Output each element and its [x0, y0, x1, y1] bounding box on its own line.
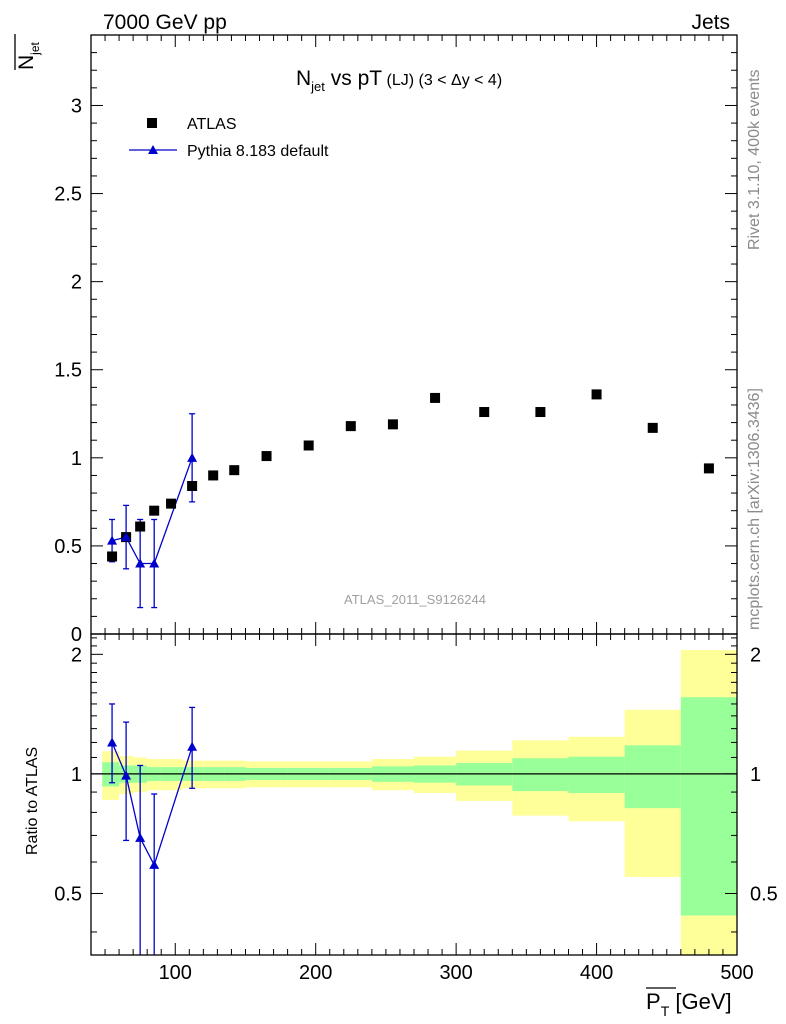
xtick-label-0: 100: [159, 962, 192, 984]
main-ytick-label-4: 2: [71, 272, 82, 294]
atlas-point-2: [135, 521, 146, 532]
ratio-ytick-label-right-0: 0.5: [750, 883, 778, 905]
ratio-ylabel: Ratio to ATLAS: [24, 747, 41, 855]
rivet-label: Rivet 3.1.10, 400k events: [746, 69, 763, 250]
legend-pythia-label: Pythia 8.183 default: [187, 143, 329, 160]
xtick-label-2: 300: [439, 962, 472, 984]
ratio-pythia-point-0: [107, 737, 118, 747]
main-ytick-label-2: 1: [71, 448, 82, 470]
pythia-point-2: [135, 558, 146, 568]
axes: 0 0.5 1 1.5 2 2.5 3 100 200 300 400 500 0.5 0.5 1 1 2 2: [54, 34, 778, 984]
x-axis-label: PT [GeV]: [646, 987, 732, 1019]
legend: ATLAS Pythia 8.183 default: [129, 116, 329, 160]
atlas-point-16: [647, 422, 658, 433]
atlas-point-6: [208, 470, 219, 481]
main-ytick-label-6: 3: [71, 95, 82, 117]
plot-title: Njet vs pT (LJ) (3 < Δy < 4): [296, 67, 502, 94]
atlas-point-8: [261, 451, 272, 462]
mcplots-label: mcplots.cern.ch [arXiv:1306.3436]: [746, 388, 763, 630]
atlas-point-14: [535, 407, 546, 418]
legend-atlas-marker: [147, 118, 157, 128]
xtick-label-3: 400: [580, 962, 613, 984]
legend-atlas-label: ATLAS: [187, 116, 237, 133]
ratio-pythia-point-4: [187, 741, 198, 751]
atlas-point-7: [229, 465, 240, 476]
atlas-point-11: [387, 419, 398, 430]
atlas-point-0: [107, 551, 118, 562]
ratio-ytick-label-left-1: 1: [71, 764, 82, 786]
header-right: Jets: [691, 11, 730, 34]
atlas-point-17: [703, 463, 714, 474]
band-inner-16: [624, 745, 681, 809]
header-left: 7000 GeV pp: [103, 11, 227, 34]
legend-pythia-marker: [148, 145, 158, 154]
main-ytick-label-0: 0: [71, 624, 82, 646]
ratio-ytick-label-right-1: 1: [750, 764, 761, 786]
main-ytick-label-3: 1.5: [54, 360, 82, 382]
pythia-point-3: [149, 558, 160, 568]
atlas-point-15: [591, 389, 602, 400]
main-ytick-label-5: 2.5: [54, 184, 82, 206]
ratio-ytick-label-left-0: 0.5: [54, 883, 82, 905]
xtick-label-4: 500: [720, 962, 753, 984]
band-inner-14: [512, 758, 569, 792]
xtick-label-1: 200: [299, 962, 332, 984]
svg-text:PT [GeV]: PT [GeV]: [646, 989, 732, 1019]
atlas-point-3: [149, 505, 160, 516]
ratio-pythia-point-2: [135, 832, 146, 842]
atlas-point-10: [345, 421, 356, 432]
ratio-ytick-label-left-2: 2: [71, 644, 82, 666]
ratio-bands: [91, 650, 737, 955]
atlas-point-5: [187, 481, 198, 492]
main-ylabel: Njet: [14, 34, 42, 70]
ratio-ytick-label-right-2: 2: [750, 644, 761, 666]
main-ytick-label-1: 0.5: [54, 536, 82, 558]
atlas-point-13: [479, 407, 490, 418]
svg-text:Njet: Njet: [15, 41, 42, 70]
ratio-pythia-point-3: [149, 859, 160, 869]
analysis-watermark: ATLAS_2011_S9126244: [344, 592, 486, 607]
atlas-point-9: [303, 440, 314, 451]
atlas-point-4: [166, 498, 177, 509]
pythia-point-0: [107, 535, 118, 545]
pythia-point-4: [187, 452, 198, 462]
band-inner-17: [680, 697, 737, 916]
ratio-plot-marks: [107, 703, 198, 955]
band-inner-15: [568, 756, 625, 794]
pythia-point-1: [121, 532, 132, 542]
atlas-point-12: [430, 392, 441, 403]
main-plot-marks: [107, 389, 714, 609]
ratio-pythia-point-1: [121, 770, 132, 780]
